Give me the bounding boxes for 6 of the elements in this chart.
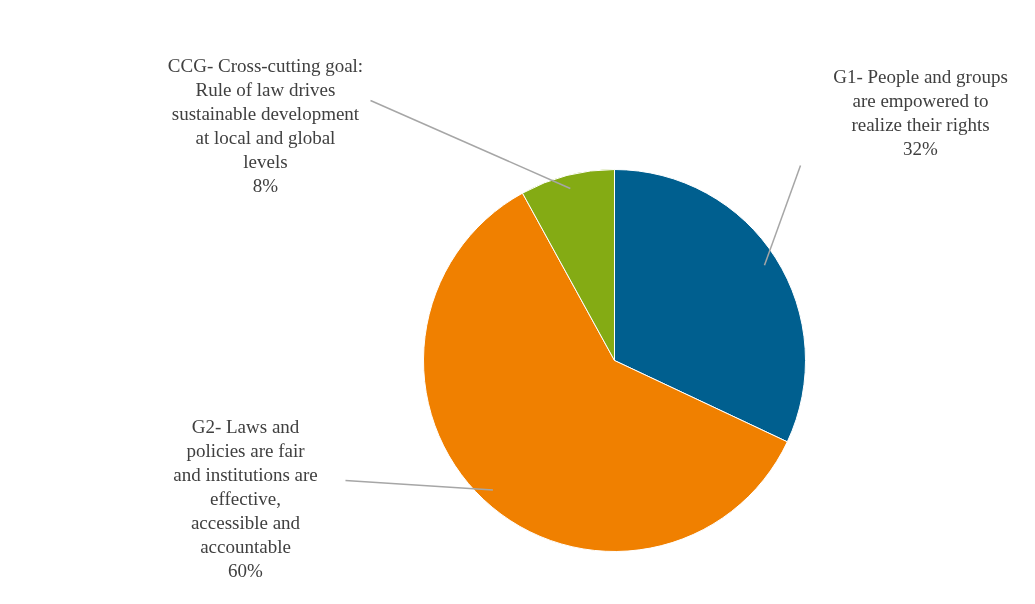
slice-label: G2- Laws and policies are fair and institutions are effective, accessible and accountable: [173, 415, 318, 558]
data-label: 8%: [252, 175, 279, 197]
slice-label: G1- People and groups are empowered to realize their rights: [833, 65, 1008, 136]
data-label: 60%: [228, 560, 264, 582]
slice-label: CCG- Cross-cutting goal: Rule of law drives sustainable development at local and global levels: [167, 54, 364, 173]
data-label: 32%: [903, 138, 939, 160]
